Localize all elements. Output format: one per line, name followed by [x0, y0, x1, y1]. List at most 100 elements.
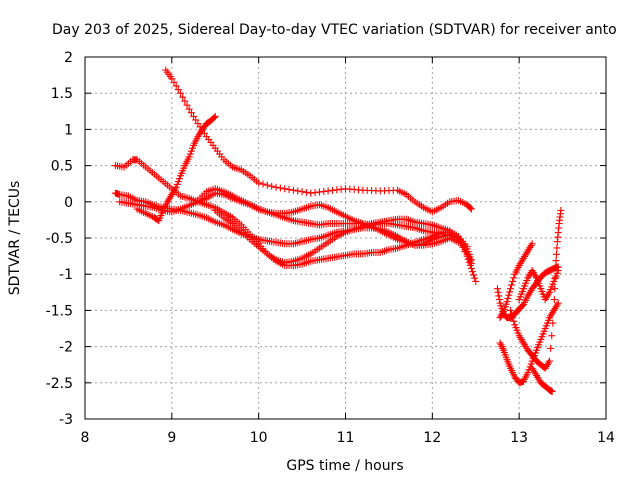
y-tick-label: 0.5	[51, 159, 73, 175]
x-tick-label: 14	[597, 430, 615, 446]
x-tick-label: 12	[423, 430, 441, 446]
data-point	[255, 179, 263, 187]
y-tick-labels: 2 1.5 1 0.5 0 -0.5 -1 -1.5 -2 -2.5 -3	[46, 50, 73, 428]
x-tick-label: 8	[81, 430, 90, 446]
data-point	[496, 314, 504, 322]
data-point	[552, 257, 560, 265]
data-point	[468, 268, 476, 276]
grid	[85, 57, 606, 419]
series-track-12	[515, 267, 562, 304]
data-point	[172, 82, 180, 90]
data-point	[268, 182, 276, 190]
chart-title: Day 203 of 2025, Sidereal Day-to-day VTE…	[52, 22, 617, 38]
series-track-13	[528, 364, 556, 395]
data-point	[550, 306, 558, 314]
data-point	[454, 238, 462, 246]
data-point	[554, 299, 562, 307]
data-point	[466, 204, 474, 212]
data-point	[302, 188, 310, 196]
data-point	[495, 292, 503, 300]
data-point	[188, 144, 196, 152]
series-track-11	[506, 206, 565, 372]
data-point	[186, 150, 194, 158]
data-point	[174, 86, 182, 94]
data-point	[463, 243, 471, 251]
data-point	[547, 344, 555, 352]
y-tick-label: -2.5	[46, 376, 73, 392]
data-point	[506, 288, 514, 296]
y-axis-label: SDTVAR / TECUs	[7, 181, 23, 296]
data-point	[168, 75, 176, 83]
data-point	[170, 78, 178, 86]
x-tick-label: 9	[167, 430, 176, 446]
data-point	[546, 357, 554, 365]
data-point	[175, 175, 183, 183]
y-tick-label: 1	[64, 122, 73, 138]
data-point	[192, 116, 200, 124]
data-point	[508, 281, 516, 289]
x-tick-labels: 8 9 10 11 12 13 14	[81, 430, 615, 446]
data-point	[527, 360, 535, 368]
y-tick-label: 1.5	[51, 86, 73, 102]
data-point	[467, 256, 475, 264]
x-tick-label: 13	[510, 430, 528, 446]
data-point	[509, 277, 517, 285]
data-point	[528, 240, 536, 248]
series-track-7	[194, 185, 462, 249]
y-tick-label: 0	[64, 195, 73, 211]
series-track-5	[133, 112, 219, 225]
data-point	[173, 180, 181, 188]
data-point	[185, 153, 193, 161]
data-point	[281, 185, 289, 193]
data-point	[285, 185, 293, 193]
data-point	[524, 369, 532, 377]
data-point	[548, 332, 556, 340]
data-point	[174, 178, 182, 186]
data-point	[185, 105, 193, 113]
data-point	[187, 147, 195, 155]
data-point	[553, 244, 561, 252]
data-point	[509, 314, 517, 322]
data-point	[190, 112, 198, 120]
data-point	[553, 250, 561, 258]
data-point	[183, 101, 191, 109]
y-tick-label: -3	[59, 412, 73, 428]
data-point	[179, 93, 187, 101]
data-point	[505, 291, 513, 299]
data-point	[506, 285, 514, 293]
data-point	[472, 277, 480, 285]
data-point	[510, 274, 518, 282]
data-point	[548, 387, 556, 395]
data-point	[506, 306, 514, 314]
x-tick-label: 10	[250, 430, 268, 446]
series-track-9	[496, 240, 536, 322]
data-point	[263, 181, 271, 189]
data-point	[498, 311, 506, 319]
x-tick-label: 11	[337, 430, 355, 446]
data-series	[111, 66, 565, 395]
x-axis-label: GPS time / hours	[286, 458, 403, 474]
data-point	[552, 263, 560, 271]
axis-ticks	[84, 56, 607, 420]
data-point	[211, 112, 219, 120]
data-point	[470, 271, 478, 279]
data-point	[550, 296, 558, 304]
data-point	[503, 298, 511, 306]
data-point	[259, 180, 267, 188]
y-tick-label: -2	[59, 340, 73, 356]
data-point	[210, 113, 218, 121]
data-point	[497, 312, 505, 320]
data-point	[498, 343, 506, 351]
y-tick-label: -1	[59, 267, 73, 283]
data-point	[495, 296, 503, 304]
data-point	[471, 274, 479, 282]
data-point	[494, 288, 502, 296]
data-point	[298, 188, 306, 196]
data-point	[554, 267, 562, 275]
data-point	[557, 206, 565, 214]
data-point	[177, 89, 185, 97]
data-point	[276, 184, 284, 192]
data-point	[272, 183, 280, 191]
data-point	[549, 319, 557, 327]
